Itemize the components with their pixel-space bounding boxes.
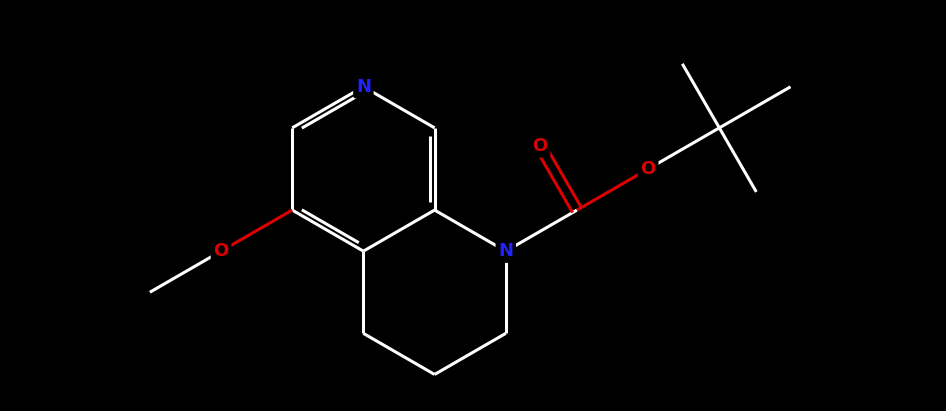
Text: O: O bbox=[533, 137, 548, 155]
Text: O: O bbox=[214, 242, 229, 260]
Text: N: N bbox=[356, 78, 371, 96]
Text: O: O bbox=[640, 160, 656, 178]
Text: N: N bbox=[499, 242, 514, 260]
